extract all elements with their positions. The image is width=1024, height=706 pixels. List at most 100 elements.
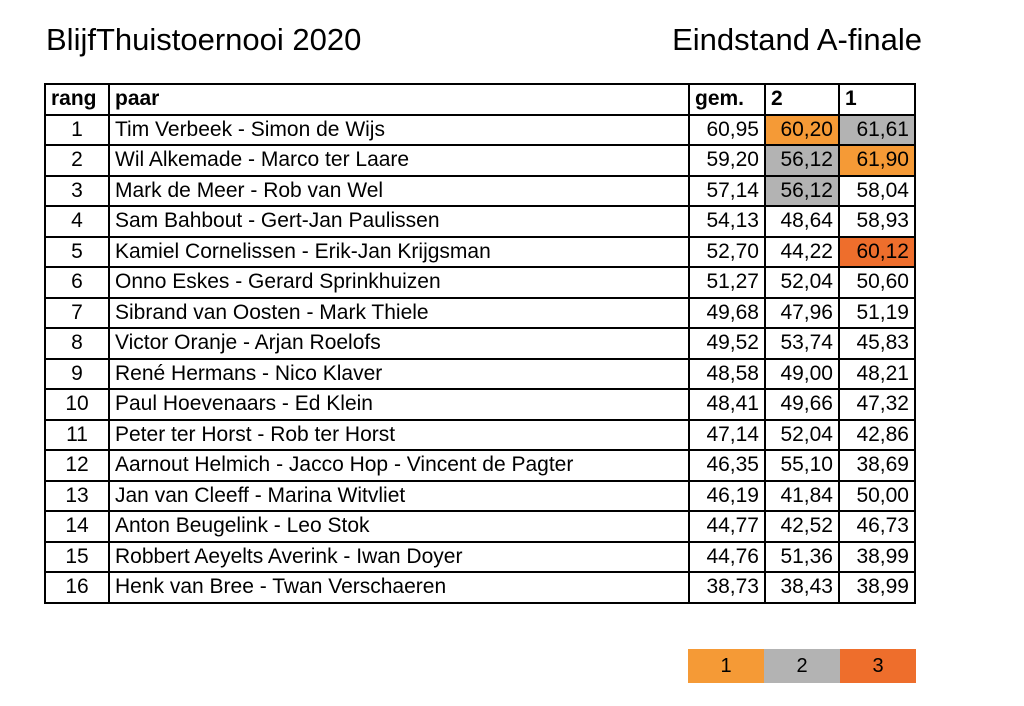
pair-cell: Mark de Meer - Rob van Wel xyxy=(108,174,690,207)
session-1-cell: 42,86 xyxy=(838,418,916,451)
pair-cell: Jan van Cleeff - Marina Witvliet xyxy=(108,479,690,512)
session-2-cell: 53,74 xyxy=(764,327,840,360)
rank-cell: 1 xyxy=(44,113,110,146)
average-cell: 60,95 xyxy=(688,113,766,146)
table-row: 3 Mark de Meer - Rob van Wel 57,14 56,12 58,… xyxy=(44,174,916,207)
table-row: 13 Jan van Cleeff - Marina Witvliet 46,19 4… xyxy=(44,479,916,512)
table-row: 6 Onno Eskes - Gerard Sprinkhuizen 51,27 52… xyxy=(44,266,916,299)
rank-cell: 8 xyxy=(44,327,110,360)
pair-cell: Aarnout Helmich - Jacco Hop - Vincent de… xyxy=(108,449,690,482)
pair-cell: Kamiel Cornelissen - Erik-Jan Krijgsman xyxy=(108,235,690,268)
average-cell: 38,73 xyxy=(688,571,766,604)
session-1-cell: 38,99 xyxy=(838,540,916,573)
legend: 1 2 3 xyxy=(688,649,916,683)
pair-cell: Peter ter Horst - Rob ter Horst xyxy=(108,418,690,451)
session-2-cell: 52,04 xyxy=(764,266,840,299)
session-1-cell: 61,90 xyxy=(838,144,916,177)
average-cell: 57,14 xyxy=(688,174,766,207)
table-row: 16 Henk van Bree - Twan Verschaeren 38,73 3… xyxy=(44,571,916,604)
average-cell: 51,27 xyxy=(688,266,766,299)
header-row: rang paar gem. 2 1 xyxy=(44,83,916,116)
average-cell: 59,20 xyxy=(688,144,766,177)
column-header-session-1: 1 xyxy=(838,83,916,116)
session-2-cell: 52,04 xyxy=(764,418,840,451)
session-1-cell: 50,00 xyxy=(838,479,916,512)
table-row: 5 Kamiel Cornelissen - Erik-Jan Krijgsman… xyxy=(44,235,916,268)
session-1-cell: 45,83 xyxy=(838,327,916,360)
average-cell: 47,14 xyxy=(688,418,766,451)
rank-cell: 5 xyxy=(44,235,110,268)
session-2-cell: 55,10 xyxy=(764,449,840,482)
pair-cell: René Hermans - Nico Klaver xyxy=(108,357,690,390)
legend-item-3: 3 xyxy=(840,649,916,683)
session-2-cell: 51,36 xyxy=(764,540,840,573)
table-row: 11 Peter ter Horst - Rob ter Horst 47,14 52… xyxy=(44,418,916,451)
session-1-cell: 47,32 xyxy=(838,388,916,421)
pair-cell: Paul Hoevenaars - Ed Klein xyxy=(108,388,690,421)
table-row: 8 Victor Oranje - Arjan Roelofs 49,52 53,74… xyxy=(44,327,916,360)
average-cell: 44,77 xyxy=(688,510,766,543)
rank-cell: 6 xyxy=(44,266,110,299)
rank-cell: 14 xyxy=(44,510,110,543)
standings-table: rang paar gem. 2 1 1 Tim Verbeek - Simon … xyxy=(44,83,916,604)
rank-cell: 4 xyxy=(44,205,110,238)
session-1-cell: 38,69 xyxy=(838,449,916,482)
rank-cell: 11 xyxy=(44,418,110,451)
column-header-rang: rang xyxy=(44,83,110,116)
session-1-cell: 50,60 xyxy=(838,266,916,299)
table-row: 14 Anton Beugelink - Leo Stok 44,77 42,52 46… xyxy=(44,510,916,543)
session-2-cell: 41,84 xyxy=(764,479,840,512)
rank-cell: 10 xyxy=(44,388,110,421)
pair-cell: Henk van Bree - Twan Verschaeren xyxy=(108,571,690,604)
table-row: 12 Aarnout Helmich - Jacco Hop - Vincent … xyxy=(44,449,916,482)
column-header-session-2: 2 xyxy=(764,83,840,116)
table-row: 2 Wil Alkemade - Marco ter Laare 59,20 56,1… xyxy=(44,144,916,177)
average-cell: 54,13 xyxy=(688,205,766,238)
pair-cell: Sibrand van Oosten - Mark Thiele xyxy=(108,296,690,329)
pair-cell: Onno Eskes - Gerard Sprinkhuizen xyxy=(108,266,690,299)
legend-item-1: 1 xyxy=(688,649,764,683)
session-2-cell: 49,00 xyxy=(764,357,840,390)
document-subtitle: Eindstand A-finale xyxy=(672,22,922,57)
session-2-cell: 42,52 xyxy=(764,510,840,543)
average-cell: 48,58 xyxy=(688,357,766,390)
session-1-cell: 58,93 xyxy=(838,205,916,238)
rank-cell: 12 xyxy=(44,449,110,482)
session-2-cell: 56,12 xyxy=(764,144,840,177)
session-2-cell: 48,64 xyxy=(764,205,840,238)
table-row: 4 Sam Bahbout - Gert-Jan Paulissen 54,13 48… xyxy=(44,205,916,238)
column-header-gem: gem. xyxy=(688,83,766,116)
rank-cell: 16 xyxy=(44,571,110,604)
session-2-cell: 60,20 xyxy=(764,113,840,146)
session-2-cell: 56,12 xyxy=(764,174,840,207)
session-1-cell: 48,21 xyxy=(838,357,916,390)
session-2-cell: 47,96 xyxy=(764,296,840,329)
rank-cell: 3 xyxy=(44,174,110,207)
session-1-cell: 51,19 xyxy=(838,296,916,329)
legend-label: 3 xyxy=(872,654,884,677)
average-cell: 46,19 xyxy=(688,479,766,512)
table-row: 10 Paul Hoevenaars - Ed Klein 48,41 49,66 47… xyxy=(44,388,916,421)
rank-cell: 9 xyxy=(44,357,110,390)
session-2-cell: 38,43 xyxy=(764,571,840,604)
legend-label: 1 xyxy=(720,654,732,677)
rank-cell: 15 xyxy=(44,540,110,573)
legend-item-2: 2 xyxy=(764,649,840,683)
pair-cell: Wil Alkemade - Marco ter Laare xyxy=(108,144,690,177)
rank-cell: 7 xyxy=(44,296,110,329)
session-1-cell: 38,99 xyxy=(838,571,916,604)
session-1-cell: 61,61 xyxy=(838,113,916,146)
average-cell: 44,76 xyxy=(688,540,766,573)
average-cell: 49,52 xyxy=(688,327,766,360)
table-row: 15 Robbert Aeyelts Averink - Iwan Doyer 44… xyxy=(44,540,916,573)
table-row: 9 René Hermans - Nico Klaver 48,58 49,00 48,… xyxy=(44,357,916,390)
rank-cell: 13 xyxy=(44,479,110,512)
average-cell: 49,68 xyxy=(688,296,766,329)
session-1-cell: 60,12 xyxy=(838,235,916,268)
session-2-cell: 44,22 xyxy=(764,235,840,268)
pair-cell: Robbert Aeyelts Averink - Iwan Doyer xyxy=(108,540,690,573)
rank-cell: 2 xyxy=(44,144,110,177)
session-1-cell: 46,73 xyxy=(838,510,916,543)
average-cell: 52,70 xyxy=(688,235,766,268)
session-2-cell: 49,66 xyxy=(764,388,840,421)
